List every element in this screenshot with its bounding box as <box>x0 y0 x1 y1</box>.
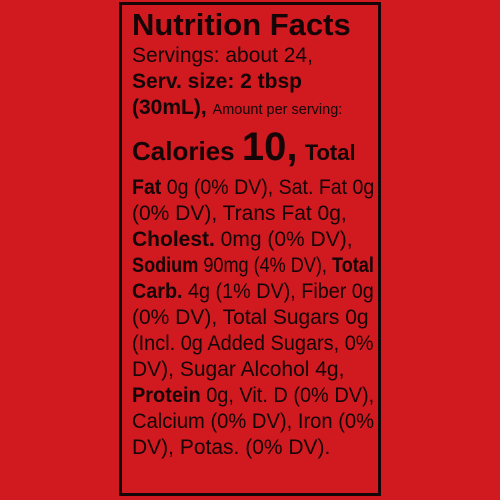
serving-size-volume: (30mL), <box>132 96 207 119</box>
serving-size-volume-line: (30mL), Amount per serving: <box>132 95 378 123</box>
servings-line: Servings: about 24, <box>132 44 313 67</box>
sodium-line: Sodium 90mg (4% DV), Total <box>132 253 374 279</box>
serving-size-line: Serv. size: 2 tbsp <box>132 70 303 93</box>
total-carb-label-start: Total <box>331 254 374 277</box>
potassium-line: DV), Potas. (0% DV). <box>132 436 331 459</box>
fat-values: 0g (0% DV), Sat. Fat 0g <box>161 176 375 199</box>
sodium-values: 90mg (4% DV), <box>198 254 332 277</box>
calcium-iron-line: Calcium (0% DV), Iron (0% <box>132 410 375 433</box>
carb-line: Carb. 4g (1% DV), Fiber 0g <box>132 279 374 305</box>
fat-line: Fat 0g (0% DV), Sat. Fat 0g <box>132 175 374 201</box>
sodium-label: Sodium <box>132 254 199 277</box>
added-sugars-line: (Incl. 0g Added Sugars, 0% <box>132 332 374 355</box>
fiber-sugars-line: (0% DV), Total Sugars 0g <box>132 306 369 329</box>
carb-values: 4g (1% DV), Fiber 0g <box>182 280 374 303</box>
cholesterol-values: 0mg (0% DV), <box>214 228 353 251</box>
nutrition-facts-panel: Nutrition Facts Servings: about 24, Serv… <box>119 2 381 496</box>
amount-per-serving: Amount per serving: <box>212 102 343 118</box>
protein-label: Protein <box>132 384 201 407</box>
protein-values: 0g, Vit. D (0% DV), <box>200 384 375 407</box>
fat-label: Fat <box>132 176 162 199</box>
protein-line: Protein 0g, Vit. D (0% DV), <box>132 383 374 409</box>
total-fat-label-start: Total <box>304 140 356 165</box>
carb-label: Carb. <box>132 280 183 303</box>
calories-label: Calories <box>132 136 235 166</box>
sugar-alcohol-line: DV), Sugar Alcohol 4g, <box>132 358 345 381</box>
calories-value: 10, <box>241 125 298 169</box>
nutrition-facts-title: Nutrition Facts <box>132 7 351 42</box>
cholesterol-label: Cholest. <box>132 228 215 251</box>
cholesterol-line: Cholest. 0mg (0% DV), <box>132 227 378 253</box>
calories-line: Calories 10, Total <box>132 125 378 175</box>
trans-fat-line: (0% DV), Trans Fat 0g, <box>132 202 347 225</box>
